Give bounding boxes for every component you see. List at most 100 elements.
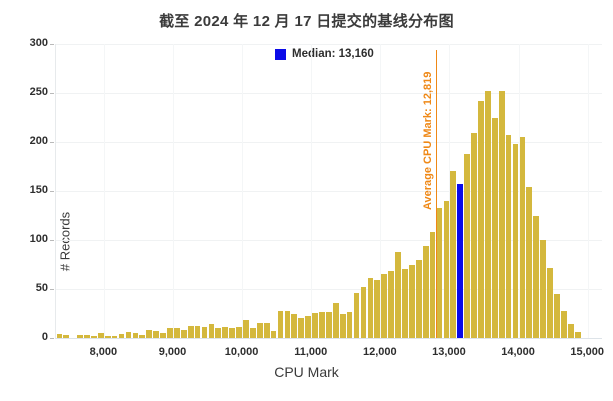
y-tick-label: 50 — [35, 282, 48, 294]
histogram-bar — [77, 335, 83, 338]
histogram-bar — [422, 245, 429, 338]
histogram-bar — [471, 133, 477, 338]
histogram-bar — [408, 265, 415, 338]
gridline-vertical — [518, 44, 520, 338]
y-tick-mark — [50, 338, 54, 339]
histogram-bar — [132, 333, 139, 338]
chart-title: 截至 2024 年 12 月 17 日提交的基线分布图 — [159, 13, 454, 30]
histogram-bar — [505, 135, 512, 338]
gridline-vertical — [311, 44, 313, 338]
histogram-bar — [91, 336, 97, 338]
histogram-bar — [63, 335, 70, 338]
histogram-bar — [319, 311, 325, 338]
legend-label: Median: 13,160 — [292, 48, 374, 60]
y-tick-label: 0 — [41, 331, 48, 343]
y-tick-label: 100 — [29, 233, 48, 245]
x-tick-label: 15,000 — [570, 346, 604, 358]
histogram-bar — [443, 200, 450, 338]
histogram-bar — [118, 334, 125, 338]
histogram-bar — [429, 232, 436, 338]
histogram-bar — [547, 268, 553, 338]
x-axis-title: CPU Mark — [274, 364, 339, 380]
histogram-bar — [346, 311, 353, 338]
histogram-bar — [415, 259, 422, 338]
legend-median: Median: 13,160 — [275, 48, 374, 60]
histogram-bar — [478, 100, 484, 338]
histogram-bar — [298, 318, 305, 338]
histogram-bar — [485, 91, 491, 338]
gridline-horizontal — [56, 43, 602, 45]
histogram-bar — [194, 326, 201, 338]
x-tick-label: 11,000 — [294, 346, 328, 358]
histogram-bar — [464, 153, 470, 338]
plot-area: # Records — [55, 43, 602, 339]
gridline-vertical — [103, 44, 105, 338]
histogram-bar — [173, 328, 180, 338]
histogram-bar — [180, 330, 187, 338]
y-tick-mark — [50, 240, 54, 241]
histogram-bar — [436, 207, 443, 338]
histogram-bar — [312, 312, 318, 338]
y-tick-mark — [50, 44, 54, 45]
histogram-bar — [229, 328, 235, 338]
histogram-bar — [201, 327, 208, 338]
histogram-bar — [270, 331, 277, 338]
histogram-bar — [125, 332, 132, 338]
histogram-bar — [554, 293, 560, 338]
histogram-bar — [339, 313, 346, 338]
histogram-bar — [526, 187, 533, 338]
x-tick-label: 12,000 — [363, 346, 397, 358]
y-axis-title: # Records — [57, 211, 73, 272]
histogram-bar — [146, 330, 153, 338]
histogram-bar — [402, 269, 408, 338]
gridline-vertical — [172, 44, 174, 338]
average-line — [436, 50, 438, 338]
histogram-bar — [56, 334, 63, 338]
y-tick-label: 150 — [29, 184, 48, 196]
median-color-swatch — [275, 48, 286, 60]
histogram-bar — [326, 311, 332, 338]
histogram-bar — [222, 327, 229, 338]
histogram-bar — [388, 271, 394, 338]
histogram-bar — [111, 336, 118, 338]
histogram-bar — [332, 302, 339, 338]
histogram-bar — [277, 310, 284, 338]
y-tick-label: 250 — [29, 86, 48, 98]
histogram-bar — [284, 310, 291, 338]
histogram-bar — [519, 137, 526, 338]
histogram-bar — [360, 287, 367, 338]
histogram-bar — [263, 323, 270, 338]
histogram-bar — [498, 91, 505, 338]
x-tick-label: 9,000 — [158, 346, 187, 358]
gridline-vertical — [380, 44, 382, 338]
x-tick-label: 10,000 — [224, 346, 259, 358]
histogram-bar — [187, 326, 194, 338]
histogram-bar — [574, 332, 581, 338]
histogram-bar — [250, 328, 256, 338]
histogram-bar — [450, 171, 457, 338]
histogram-bar — [305, 316, 311, 338]
histogram-bar — [291, 314, 298, 338]
histogram-bar — [208, 324, 215, 338]
histogram-bar — [512, 143, 519, 338]
histogram-bar — [236, 327, 242, 338]
gridline-horizontal — [56, 288, 602, 290]
histogram-bar — [540, 240, 546, 338]
histogram-bar — [153, 331, 159, 338]
y-tick-mark — [50, 142, 54, 143]
histogram-bar — [533, 215, 540, 338]
histogram-bar — [160, 333, 166, 338]
gridline-horizontal — [56, 190, 602, 192]
average-line-label: Average CPU Mark: 12,819 — [422, 71, 435, 210]
gridline-horizontal — [56, 141, 602, 143]
histogram-bar — [491, 117, 498, 338]
histogram-bar — [84, 335, 90, 338]
gridline-vertical — [242, 44, 244, 338]
gridline-vertical — [449, 44, 451, 338]
y-tick-mark — [50, 93, 54, 94]
histogram-bar — [381, 274, 388, 338]
y-tick-label: 300 — [29, 37, 48, 49]
gridline-vertical — [587, 44, 589, 338]
y-tick-label: 200 — [29, 135, 48, 147]
